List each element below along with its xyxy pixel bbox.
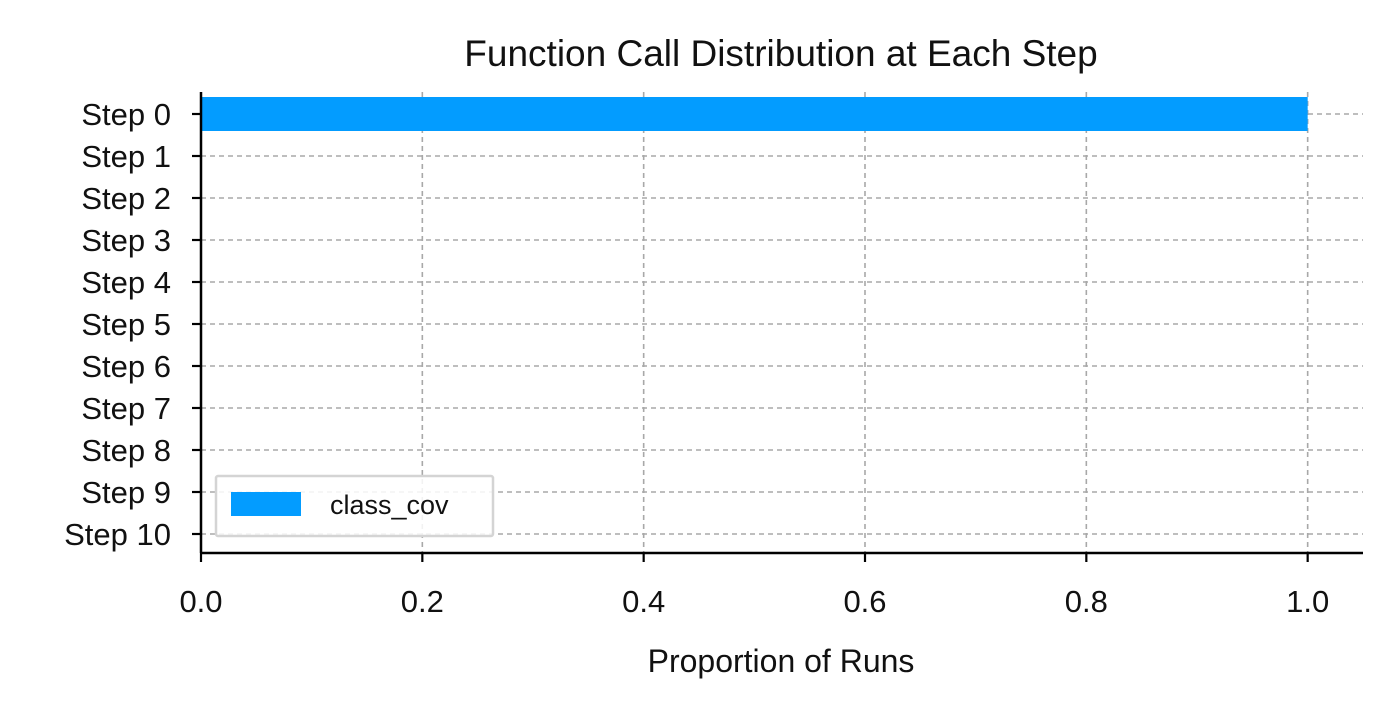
x-tick-label-4: 0.8 (1065, 584, 1108, 619)
y-tick-label-8: Step 8 (81, 433, 171, 468)
y-tick-label-3: Step 3 (81, 223, 171, 258)
legend: class_cov (214, 474, 495, 538)
bar-class_cov-0 (201, 97, 1308, 131)
legend-box (214, 474, 495, 538)
x-tick-label-2: 0.4 (622, 584, 665, 619)
chart-title: Function Call Distribution at Each Step (464, 33, 1097, 74)
y-tick-label-9: Step 9 (81, 475, 171, 510)
legend-label-class-cov: class_cov (330, 490, 449, 520)
y-tick-label-5: Step 5 (81, 307, 171, 342)
x-tick-label-1: 0.2 (401, 584, 444, 619)
x-tick-labels: 0.0 0.2 0.4 0.6 0.8 1.0 (179, 584, 1329, 619)
y-tick-label-2: Step 2 (81, 181, 171, 216)
x-tick-label-3: 0.6 (843, 584, 886, 619)
x-tick-label-0: 0.0 (179, 584, 222, 619)
y-tick-label-0: Step 0 (81, 97, 171, 132)
x-axis-label: Proportion of Runs (648, 643, 915, 679)
bars (201, 97, 1308, 131)
legend-swatch-class-cov (231, 492, 301, 516)
y-tick-label-1: Step 1 (81, 139, 171, 174)
y-tick-labels: Step 0 Step 1 Step 2 Step 3 Step 4 Step 5 Step… (64, 97, 171, 552)
x-tick-label-5: 1.0 (1286, 584, 1329, 619)
y-tick-label-6: Step 6 (81, 349, 171, 384)
y-tick-label-10: Step 10 (64, 517, 171, 552)
axes (192, 92, 1363, 562)
y-tick-label-4: Step 4 (81, 265, 171, 300)
y-tick-label-7: Step 7 (81, 391, 171, 426)
